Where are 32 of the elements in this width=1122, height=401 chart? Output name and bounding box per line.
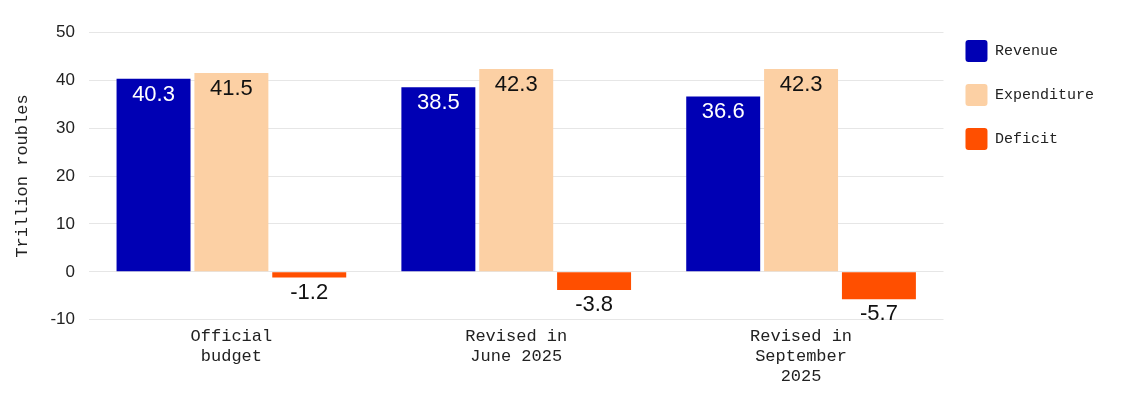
- data-label: -3.8: [575, 291, 614, 317]
- legend-label: Expenditure: [994, 86, 1095, 104]
- y-axis-title: Trillion roubles: [12, 94, 32, 258]
- data-label: -5.7: [859, 300, 898, 326]
- bar: [557, 272, 632, 291]
- bar: [841, 272, 916, 300]
- y-tick-label: 20: [56, 165, 75, 185]
- bar: [764, 69, 839, 272]
- data-label: 40.3: [132, 80, 175, 106]
- data-label: -1.2: [290, 278, 329, 304]
- bar: [272, 272, 347, 278]
- y-tick-label: -10: [50, 309, 75, 329]
- y-tick-label: 10: [56, 213, 75, 233]
- data-label: 41.5: [209, 75, 253, 101]
- bar: [401, 87, 476, 272]
- legend-label: Revenue: [994, 42, 1058, 60]
- y-tick-label: 40: [56, 69, 75, 89]
- y-tick-label: 50: [56, 21, 75, 41]
- data-label: 42.3: [494, 71, 538, 97]
- bar: [194, 72, 269, 272]
- bar: [116, 78, 191, 272]
- data-label: 42.3: [779, 71, 823, 97]
- y-tick-label: 30: [56, 117, 75, 137]
- y-tick-label: 0: [65, 261, 75, 281]
- x-tick-label: Revised in September 2025: [750, 326, 853, 387]
- x-tick-label: Revised in June 2025: [465, 326, 568, 366]
- data-label: 38.5: [416, 89, 460, 115]
- data-label: 36.6: [701, 98, 745, 124]
- x-tick-label: Official budget: [190, 326, 273, 366]
- legend-label: Deficit: [994, 130, 1058, 148]
- bar: [686, 96, 761, 272]
- bar: [479, 69, 554, 272]
